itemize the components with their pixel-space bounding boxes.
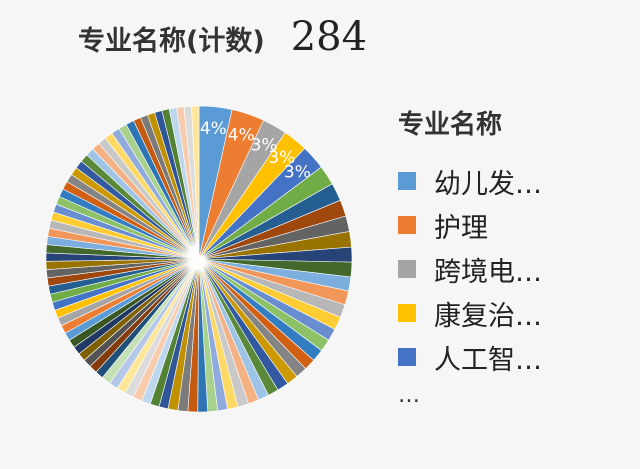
legend-title: 专业名称 xyxy=(398,110,503,140)
total-count: 284 xyxy=(290,14,368,60)
legend-more: … xyxy=(398,383,424,408)
slice-data-label: 3% xyxy=(251,136,278,156)
legend-item[interactable]: 跨境电… xyxy=(398,247,542,291)
legend-item[interactable]: 人工智… xyxy=(398,335,542,379)
legend-label: 康复治… xyxy=(434,300,542,332)
pie-slice xyxy=(191,105,200,260)
legend-swatch xyxy=(398,216,416,234)
legend-item[interactable]: 幼儿发… xyxy=(398,159,542,203)
legend-swatch xyxy=(398,172,416,190)
slice-data-label: 3% xyxy=(284,163,311,183)
legend-label: 跨境电… xyxy=(434,256,542,288)
slice-data-label: 4% xyxy=(228,125,255,145)
legend: 专业名称 幼儿发… 护理 跨境电… 康复治… 人工智… … xyxy=(398,104,542,408)
slice-data-label: 3% xyxy=(268,148,295,168)
legend-item[interactable]: 护理 xyxy=(398,203,542,247)
chart-title-label: 专业名称(计数) xyxy=(78,26,265,57)
legend-label: 人工智… xyxy=(434,344,542,376)
chart-title: 专业名称(计数) 284 xyxy=(78,14,367,60)
legend-swatch xyxy=(398,260,416,278)
legend-item[interactable]: 康复治… xyxy=(398,291,542,335)
legend-swatch xyxy=(398,348,416,366)
slice-data-label: 4% xyxy=(200,119,227,139)
legend-label: 幼儿发… xyxy=(434,168,542,200)
legend-label: 护理 xyxy=(434,212,488,244)
legend-swatch xyxy=(398,304,416,322)
